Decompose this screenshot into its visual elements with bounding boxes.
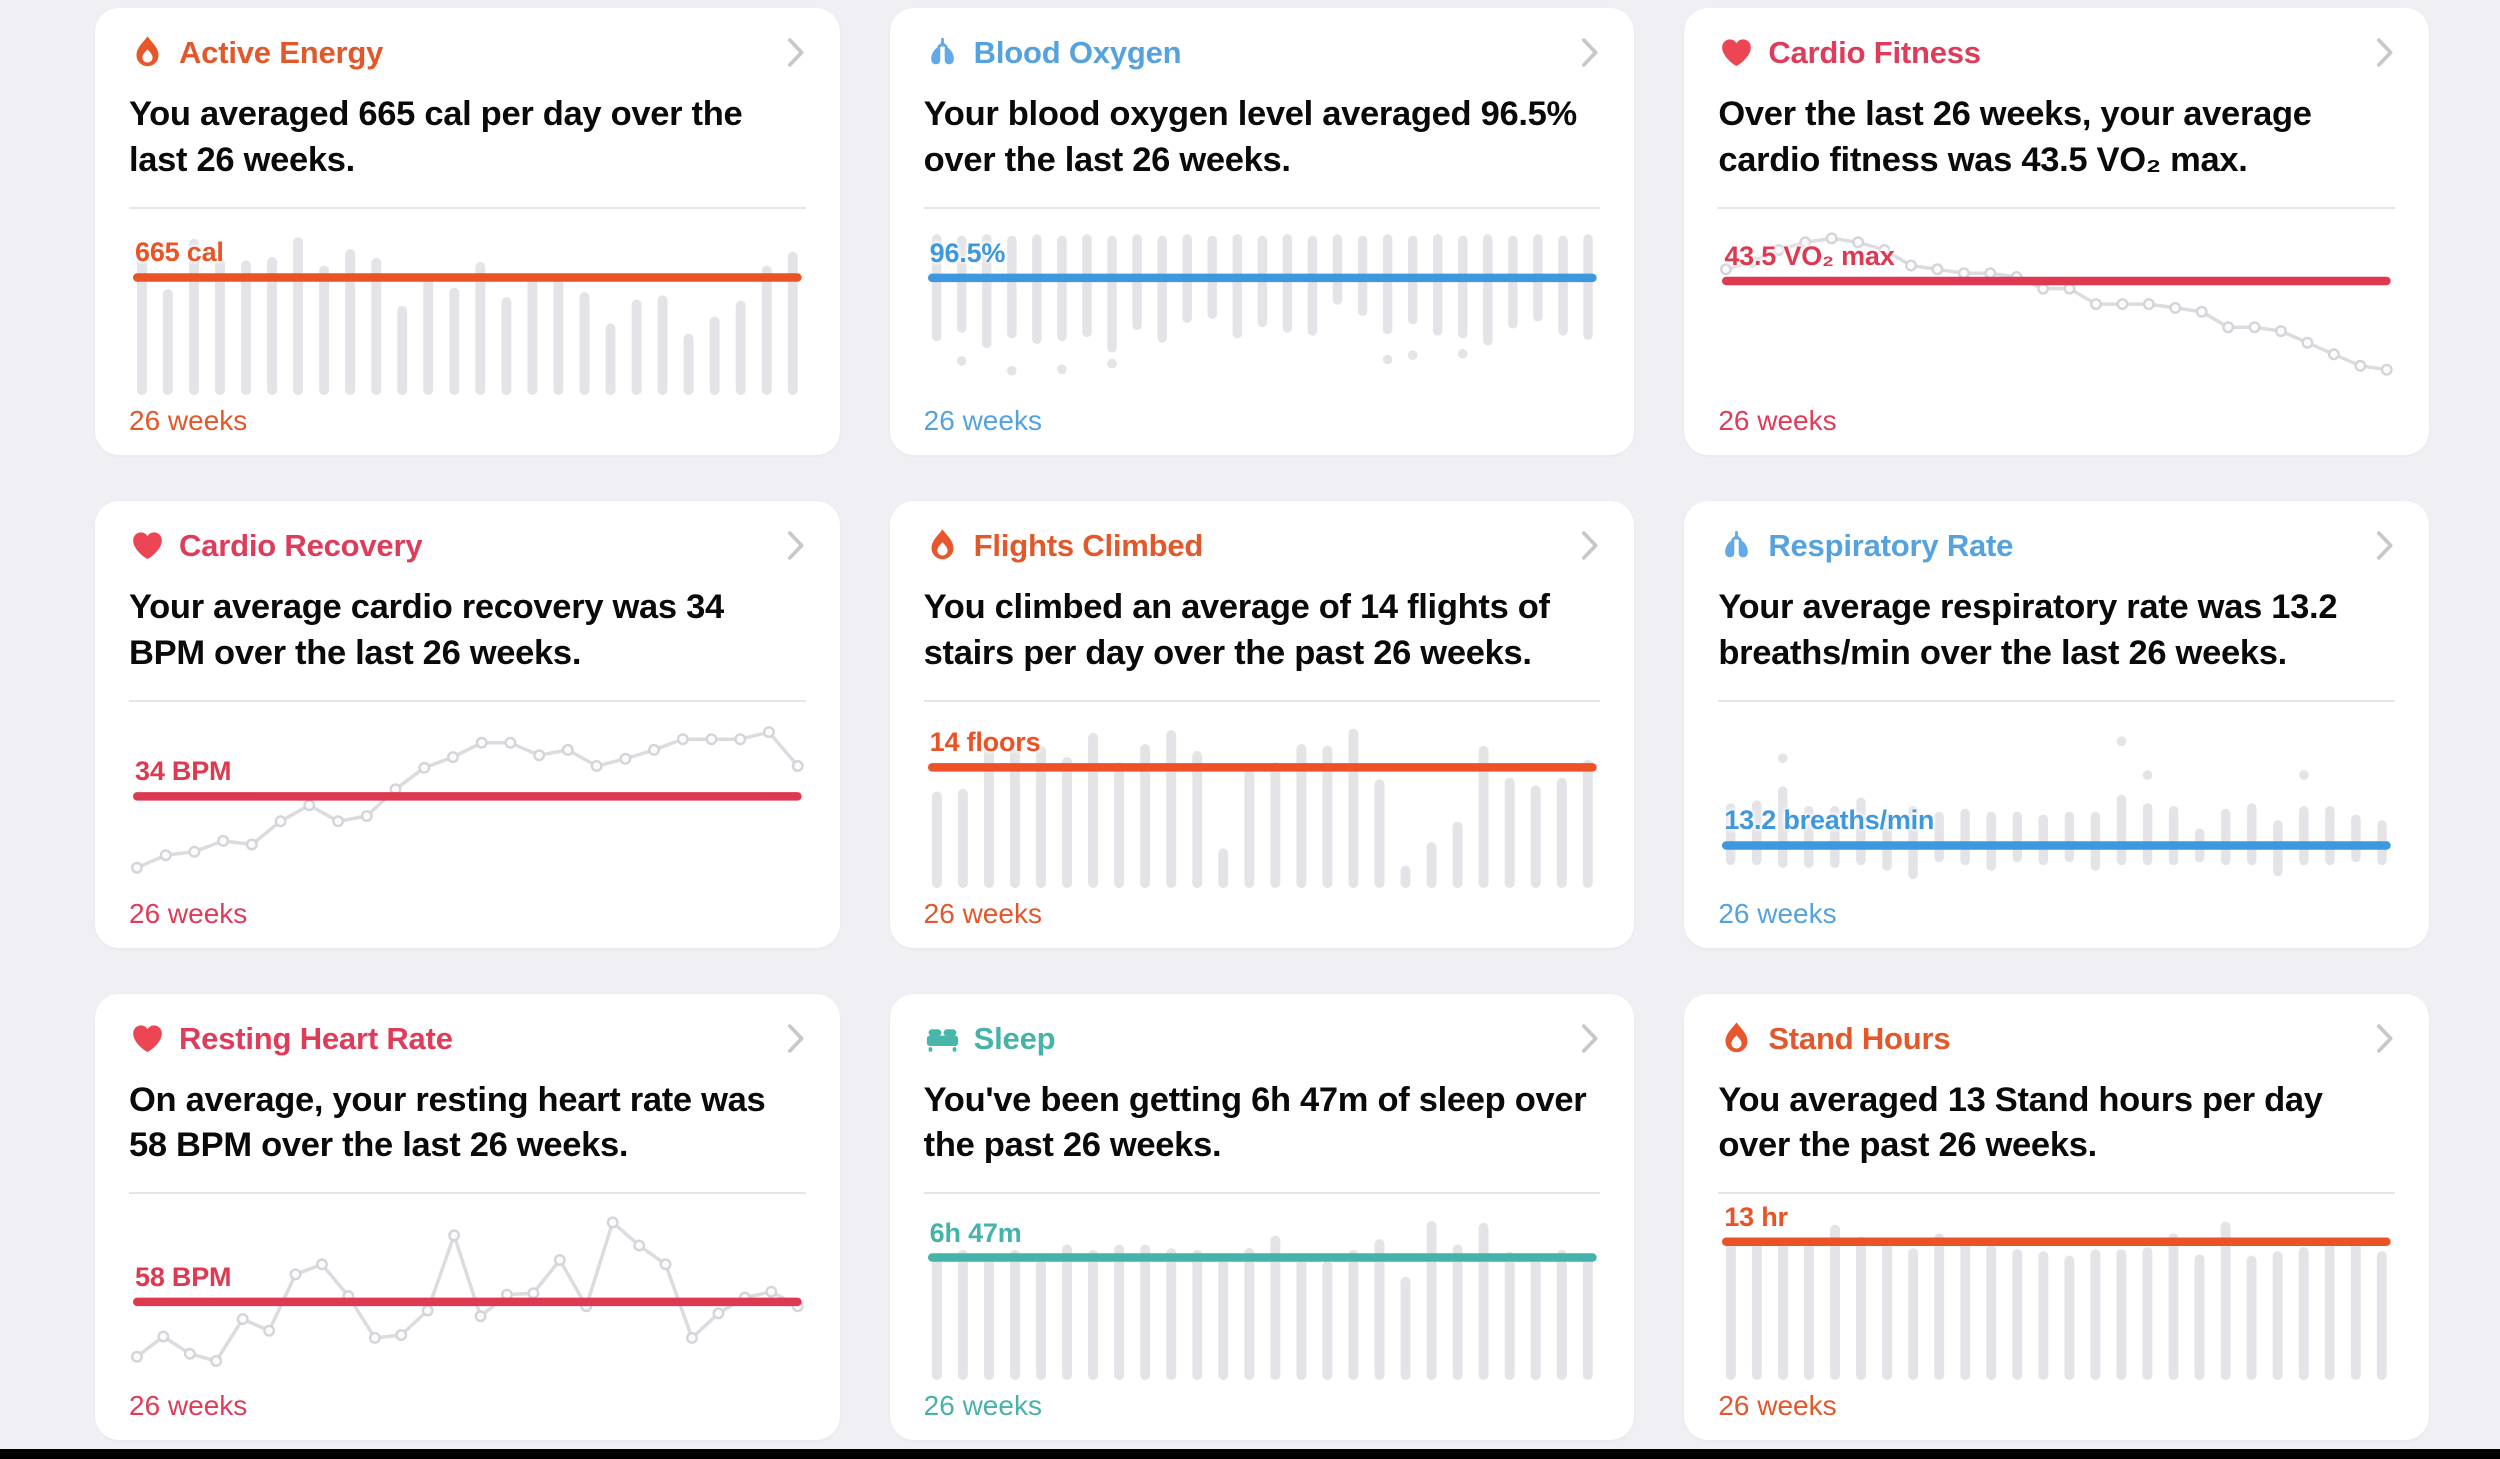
- divider: [923, 1192, 1601, 1195]
- cardio-fitness-chart: 43.5 VO₂ max: [1718, 213, 2395, 403]
- chart-period-label: 26 weeks: [1718, 1390, 1837, 1422]
- divider: [923, 206, 1601, 209]
- chevron-right-icon[interactable]: [785, 35, 806, 70]
- average-line-label: 665 cal: [135, 237, 224, 268]
- bottom-bar: [0, 1449, 2500, 1459]
- average-line-label: 13 hr: [1724, 1202, 1788, 1233]
- card-resting-heart-rate[interactable]: Resting Heart Rate On average, your rest…: [95, 993, 840, 1441]
- card-title: Cardio Fitness: [1768, 35, 1981, 70]
- card-header: Cardio Recovery: [129, 527, 806, 564]
- divider: [1718, 206, 2395, 209]
- card-header: Respiratory Rate: [1718, 527, 2395, 564]
- card-title: Sleep: [973, 1020, 1056, 1056]
- card-headline: Your average respiratory rate was 13.2 b…: [1718, 587, 2338, 672]
- heart-icon: [129, 1020, 166, 1057]
- average-line-label: 6h 47m: [929, 1217, 1022, 1248]
- chevron-right-icon[interactable]: [1579, 528, 1600, 563]
- card-header: Cardio Fitness: [1718, 34, 2395, 71]
- chart-period-label: 26 weeks: [1718, 897, 1837, 929]
- card-blood-oxygen[interactable]: Blood Oxygen Your blood oxygen level ave…: [889, 8, 1635, 455]
- card-sleep[interactable]: Sleep You've been getting 6h 47m of slee…: [889, 993, 1635, 1441]
- card-title: Respiratory Rate: [1768, 527, 2014, 563]
- card-headline: Your average cardio recovery was 34 BPM …: [129, 587, 724, 672]
- flame-icon: [924, 527, 961, 564]
- flame-icon: [129, 34, 166, 71]
- chart-period-label: 26 weeks: [923, 1390, 1042, 1422]
- card-header: Resting Heart Rate: [129, 1020, 806, 1057]
- card-headline: You averaged 13 Stand hours per day over…: [1718, 1080, 2323, 1165]
- card-header: Stand Hours: [1718, 1020, 2395, 1057]
- card-title: Cardio Recovery: [179, 527, 423, 563]
- active-energy-chart: 665 cal: [129, 213, 806, 403]
- card-title: Active Energy: [179, 35, 384, 70]
- chevron-right-icon[interactable]: [785, 1021, 806, 1056]
- card-flights-climbed[interactable]: Flights Climbed You climbed an average o…: [889, 500, 1635, 948]
- divider: [129, 699, 806, 702]
- card-header: Active Energy: [129, 34, 806, 71]
- chevron-right-icon[interactable]: [2374, 1021, 2395, 1056]
- chevron-right-icon[interactable]: [2374, 35, 2395, 70]
- card-title: Stand Hours: [1768, 1020, 1951, 1056]
- card-active-energy[interactable]: Active Energy You averaged 665 cal per d…: [95, 8, 840, 455]
- average-line-label: 96.5%: [929, 237, 1006, 268]
- chevron-right-icon[interactable]: [2374, 528, 2395, 563]
- card-headline: On average, your resting heart rate was …: [129, 1080, 766, 1165]
- divider: [129, 1192, 806, 1195]
- chevron-right-icon[interactable]: [785, 528, 806, 563]
- blood-oxygen-chart: 96.5%: [924, 213, 1601, 403]
- card-title: Resting Heart Rate: [179, 1020, 453, 1056]
- card-cardio-recovery[interactable]: Cardio Recovery Your average cardio reco…: [95, 500, 840, 948]
- average-line-label: 34 BPM: [135, 755, 232, 786]
- cardio-recovery-chart: 34 BPM: [129, 706, 806, 896]
- average-line-label: 13.2 breaths/min: [1724, 804, 1935, 835]
- card-headline: You climbed an average of 14 flights of …: [923, 587, 1550, 672]
- divider: [923, 699, 1601, 702]
- card-title: Blood Oxygen: [973, 35, 1182, 70]
- divider: [1718, 1192, 2395, 1195]
- chart-period-label: 26 weeks: [1718, 404, 1837, 436]
- card-title: Flights Climbed: [973, 527, 1204, 563]
- card-header: Blood Oxygen: [924, 34, 1601, 71]
- card-headline: You averaged 665 cal per day over the la…: [129, 95, 743, 179]
- respiratory-rate-chart: 13.2 breaths/min: [1718, 706, 2395, 896]
- flame-icon: [1718, 1020, 1755, 1057]
- divider: [129, 206, 806, 209]
- card-respiratory-rate[interactable]: Respiratory Rate Your average respirator…: [1684, 500, 2429, 948]
- sleep-chart: 6h 47m: [924, 1198, 1601, 1388]
- card-headline: Your blood oxygen level averaged 96.5% o…: [923, 95, 1578, 179]
- flights-climbed-chart: 14 floors: [924, 706, 1601, 896]
- lungs-icon: [924, 34, 961, 71]
- chevron-right-icon[interactable]: [1579, 35, 1600, 70]
- lungs-icon: [1718, 527, 1755, 564]
- heart-icon: [1718, 34, 1755, 71]
- average-line-label: 43.5 VO₂ max: [1724, 240, 1895, 271]
- chart-period-label: 26 weeks: [129, 897, 248, 929]
- card-cardio-fitness[interactable]: Cardio Fitness Over the last 26 weeks, y…: [1684, 8, 2429, 455]
- heart-icon: [129, 527, 166, 564]
- card-header: Sleep: [924, 1020, 1601, 1057]
- average-line-label: 14 floors: [929, 726, 1041, 757]
- card-header: Flights Climbed: [924, 527, 1601, 564]
- chart-period-label: 26 weeks: [129, 1390, 248, 1422]
- stand-hours-chart: 13 hr: [1718, 1198, 2395, 1388]
- bed-icon: [924, 1020, 961, 1057]
- chart-period-label: 26 weeks: [129, 404, 248, 436]
- resting-heart-rate-chart: 58 BPM: [129, 1198, 806, 1388]
- chart-period-label: 26 weeks: [923, 404, 1042, 436]
- card-headline: Over the last 26 weeks, your average car…: [1718, 95, 2312, 179]
- average-line-label: 58 BPM: [135, 1262, 232, 1293]
- chart-period-label: 26 weeks: [923, 897, 1042, 929]
- chevron-right-icon[interactable]: [1579, 1021, 1600, 1056]
- divider: [1718, 699, 2395, 702]
- card-stand-hours[interactable]: Stand Hours You averaged 13 Stand hours …: [1684, 993, 2429, 1441]
- card-headline: You've been getting 6h 47m of sleep over…: [923, 1080, 1587, 1165]
